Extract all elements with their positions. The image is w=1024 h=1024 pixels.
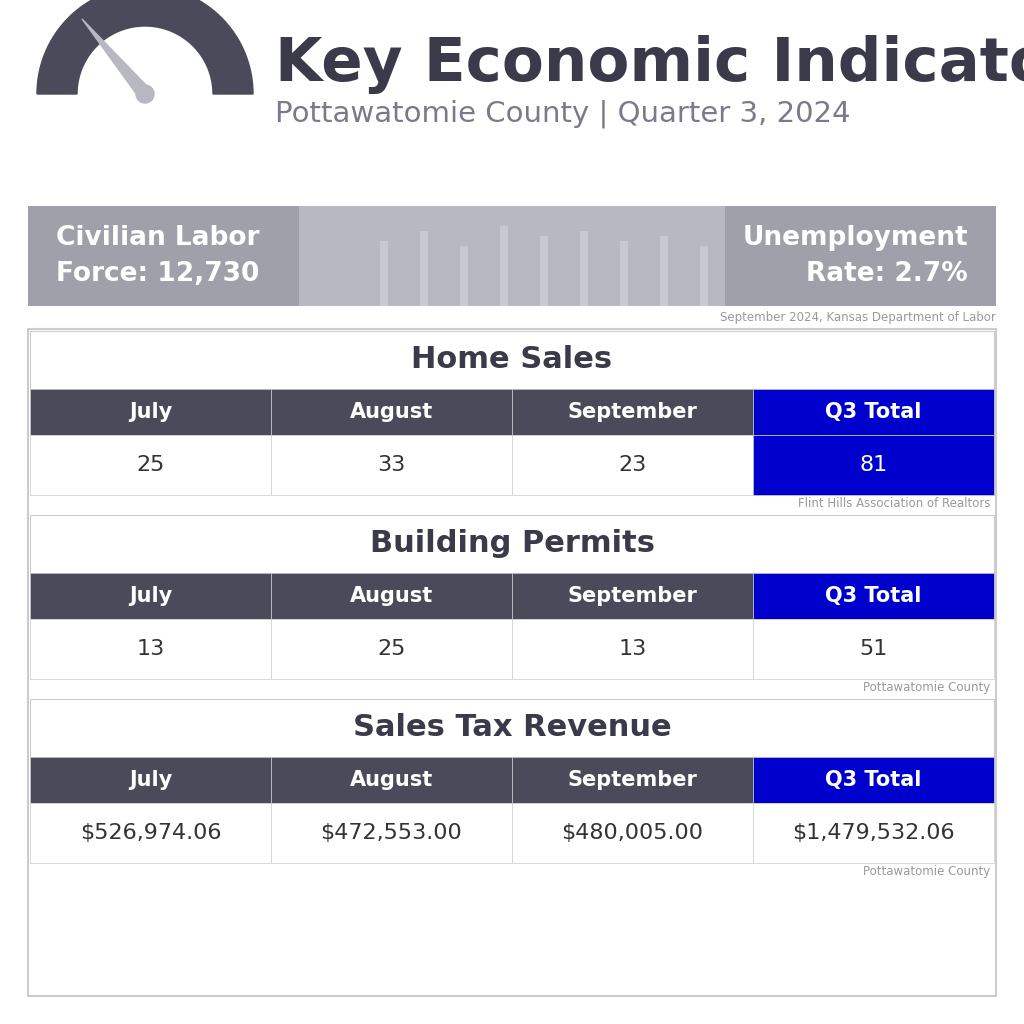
Bar [700,246,708,306]
Text: September: September [567,770,697,790]
Bar [30,573,271,618]
Bar [512,803,753,863]
Bar [30,699,994,757]
Bar [30,331,994,389]
Text: 23: 23 [618,455,646,475]
Bar [512,573,753,618]
Bar [30,757,271,803]
Text: Pottawatomie County: Pottawatomie County [863,865,990,878]
Text: August: August [350,586,433,606]
Bar [540,236,548,306]
Text: Civilian Labor
Force: 12,730: Civilian Labor Force: 12,730 [56,225,259,287]
Bar [660,236,668,306]
Text: July: July [129,586,172,606]
Bar [271,803,512,863]
Polygon shape [82,18,151,98]
Text: Key Economic Indicators: Key Economic Indicators [275,35,1024,93]
Bar [753,573,994,618]
Bar [753,435,994,495]
Text: Sales Tax Revenue: Sales Tax Revenue [352,714,672,742]
Text: Flint Hills Association of Realtors: Flint Hills Association of Realtors [798,497,990,510]
Text: 25: 25 [136,455,165,475]
Text: July: July [129,770,172,790]
Text: September: September [567,586,697,606]
Text: 33: 33 [378,455,406,475]
Text: Q3 Total: Q3 Total [825,402,922,422]
Bar [512,757,753,803]
Bar [271,618,512,679]
Bar [30,515,994,573]
Text: Pottawatomie County: Pottawatomie County [863,681,990,694]
Text: 13: 13 [618,639,646,659]
Bar [620,241,628,306]
Text: August: August [350,770,433,790]
Text: $472,553.00: $472,553.00 [321,823,463,843]
Bar [271,573,512,618]
Text: August: August [350,402,433,422]
Text: $1,479,532.06: $1,479,532.06 [793,823,954,843]
Text: $526,974.06: $526,974.06 [80,823,221,843]
Bar [271,389,512,435]
Text: September 2024, Kansas Department of Labor: September 2024, Kansas Department of Lab… [720,311,996,324]
Bar [512,618,753,679]
Text: Unemployment
Rate: 2.7%: Unemployment Rate: 2.7% [742,225,968,287]
Bar [30,803,271,863]
Text: Pottawatomie County | Quarter 3, 2024: Pottawatomie County | Quarter 3, 2024 [275,99,851,128]
Text: Home Sales: Home Sales [412,345,612,375]
Bar [271,757,512,803]
Bar [753,389,994,435]
Bar [512,435,753,495]
Bar [500,226,508,306]
Text: Building Permits: Building Permits [370,529,654,558]
FancyBboxPatch shape [28,329,996,996]
Text: 25: 25 [377,639,406,659]
Text: September: September [567,402,697,422]
Bar [460,246,468,306]
Bar [380,241,388,306]
Text: July: July [129,402,172,422]
Bar [30,389,271,435]
Bar [299,206,725,306]
Text: 81: 81 [859,455,888,475]
Bar [753,803,994,863]
Text: $480,005.00: $480,005.00 [561,823,703,843]
Text: Q3 Total: Q3 Total [825,770,922,790]
Text: 51: 51 [859,639,888,659]
Bar [271,435,512,495]
Polygon shape [37,0,253,94]
Bar [753,618,994,679]
Bar [580,231,588,306]
Text: Q3 Total: Q3 Total [825,586,922,606]
Bar [420,231,428,306]
Text: 13: 13 [136,639,165,659]
Bar [512,389,753,435]
Bar [28,206,996,306]
Circle shape [136,85,154,103]
Bar [30,618,271,679]
Bar [30,435,271,495]
Bar [753,757,994,803]
